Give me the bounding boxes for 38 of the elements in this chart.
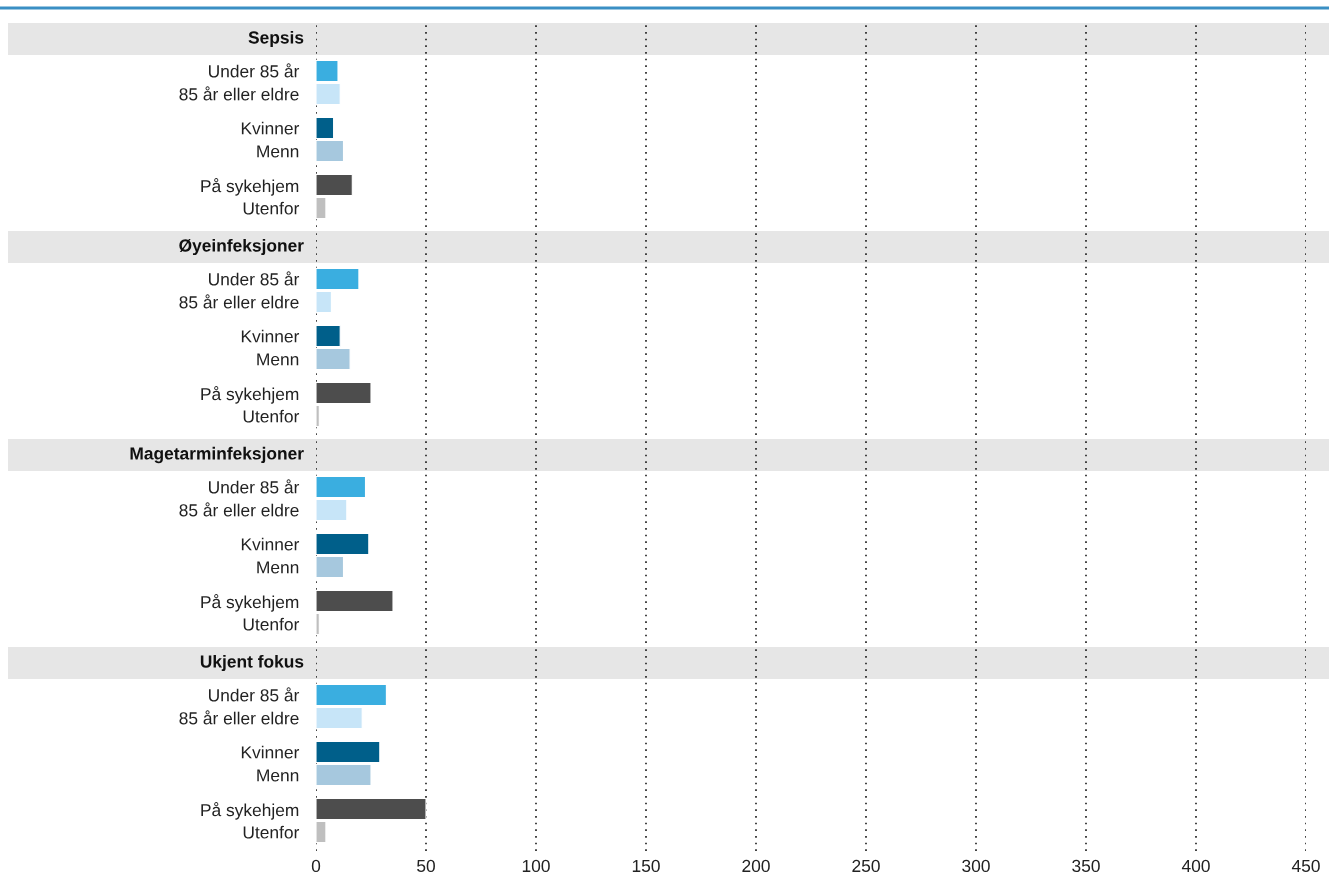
- y-tick-label: På sykehjem: [201, 178, 299, 196]
- y-tick-label: Utenfor: [243, 617, 300, 631]
- y-tick-label: Under 85 år: [209, 271, 300, 286]
- y-tick-label: Kvinner: [241, 329, 300, 343]
- chart-title: Magetarminfeksjoner: [130, 446, 304, 464]
- y-tick-label: 85 år eller eldre: [179, 710, 299, 725]
- y-tick-label: Under 85 år: [209, 479, 300, 494]
- y-tick-label: Under 85 år: [209, 687, 300, 702]
- x-tick-label: 400: [1181, 859, 1210, 873]
- y-tick-label: Kvinner: [241, 745, 300, 759]
- y-tick-label: Kvinner: [241, 537, 300, 551]
- x-tick-label: 50: [417, 859, 435, 873]
- x-tick-label: 150: [632, 859, 660, 873]
- y-tick-label: På sykehjem: [201, 802, 299, 820]
- y-tick-label: Utenfor: [243, 409, 300, 423]
- x-tick-label: 100: [522, 859, 550, 873]
- y-tick-label: Menn: [257, 561, 299, 574]
- x-tick-label: 450: [1291, 859, 1320, 873]
- y-tick-label: Utenfor: [243, 825, 300, 839]
- y-tick-label: 85 år eller eldre: [179, 86, 299, 101]
- y-tick-label: 85 år eller eldre: [179, 502, 299, 517]
- y-tick-label: 85 år eller eldre: [179, 294, 299, 309]
- y-tick-label: Kvinner: [241, 121, 300, 135]
- y-tick-label: Under 85 år: [209, 63, 300, 78]
- y-tick-label: På sykehjem: [201, 386, 299, 404]
- y-tick-label: Menn: [257, 145, 299, 158]
- chart-title: Sepsis: [248, 30, 304, 48]
- chart-title: Øyeinfeksjoner: [179, 238, 304, 256]
- x-tick-label: 250: [852, 859, 880, 873]
- x-tick-label: 350: [1072, 859, 1100, 873]
- x-tick-label: 200: [742, 859, 770, 873]
- y-tick-label: På sykehjem: [201, 594, 299, 612]
- y-tick-label: Menn: [257, 353, 299, 366]
- chart-title: Ukjent fokus: [200, 654, 304, 672]
- y-tick-label: Menn: [257, 769, 299, 782]
- y-tick-label: Utenfor: [243, 201, 300, 215]
- x-tick-label: 0: [311, 859, 321, 873]
- x-tick-label: 300: [962, 859, 990, 873]
